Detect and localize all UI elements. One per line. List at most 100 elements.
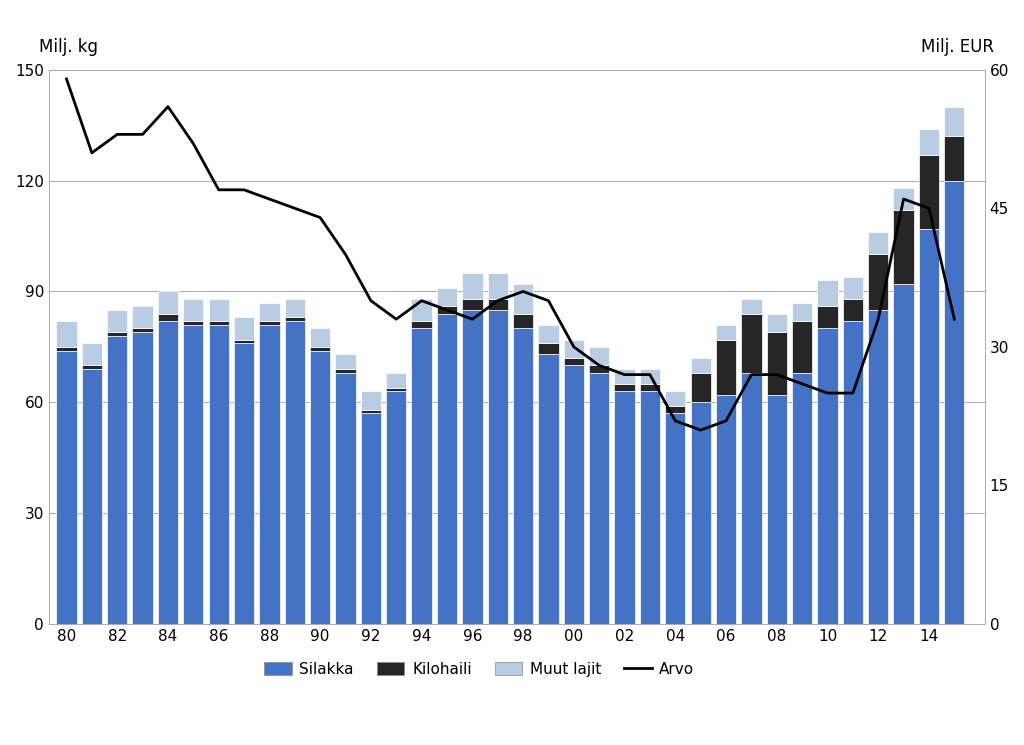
Bar — [690, 372, 711, 402]
Bar — [209, 299, 228, 321]
Bar — [589, 365, 609, 372]
Bar — [944, 136, 965, 180]
Bar — [285, 299, 305, 317]
Bar — [82, 343, 102, 365]
Bar — [539, 325, 559, 343]
Bar — [82, 365, 102, 369]
Bar — [412, 299, 432, 321]
Bar — [741, 372, 762, 624]
Bar — [817, 329, 838, 624]
Bar — [437, 306, 457, 314]
Bar — [589, 347, 609, 365]
Bar — [640, 369, 660, 384]
Bar — [513, 284, 534, 314]
Bar — [614, 384, 635, 391]
Bar — [56, 351, 77, 624]
Bar — [894, 210, 913, 284]
Bar — [336, 372, 355, 624]
Bar — [589, 372, 609, 624]
Bar — [563, 340, 584, 358]
Bar — [792, 321, 812, 372]
Bar — [437, 314, 457, 624]
Bar — [437, 288, 457, 306]
Bar — [894, 188, 913, 210]
Bar — [386, 372, 407, 387]
Bar — [666, 391, 685, 406]
Bar — [412, 329, 432, 624]
Bar — [233, 340, 254, 343]
Bar — [462, 299, 482, 310]
Bar — [108, 332, 127, 336]
Bar — [310, 351, 331, 624]
Bar — [259, 325, 280, 624]
Bar — [767, 332, 786, 395]
Bar — [336, 355, 355, 369]
Bar — [640, 384, 660, 391]
Bar — [108, 336, 127, 624]
Bar — [944, 107, 965, 136]
Bar — [56, 347, 77, 351]
Bar — [513, 329, 534, 624]
Bar — [132, 332, 153, 624]
Bar — [132, 329, 153, 332]
Bar — [386, 391, 407, 624]
Bar — [539, 343, 559, 355]
Bar — [183, 299, 204, 321]
Bar — [233, 317, 254, 340]
Bar — [792, 302, 812, 321]
Bar — [614, 369, 635, 384]
Bar — [894, 284, 913, 624]
Bar — [741, 314, 762, 372]
Bar — [767, 395, 786, 624]
Bar — [360, 391, 381, 410]
Bar — [310, 329, 331, 347]
Bar — [767, 314, 786, 332]
Bar — [792, 372, 812, 624]
Bar — [412, 321, 432, 329]
Bar — [285, 321, 305, 624]
Bar — [183, 321, 204, 325]
Legend: Silakka, Kilohaili, Muut lajit, Arvo: Silakka, Kilohaili, Muut lajit, Arvo — [258, 656, 700, 683]
Bar — [666, 413, 685, 624]
Bar — [259, 321, 280, 325]
Bar — [158, 321, 178, 624]
Bar — [360, 413, 381, 624]
Text: Milj. kg: Milj. kg — [39, 38, 98, 56]
Bar — [233, 343, 254, 624]
Bar — [487, 273, 508, 299]
Bar — [716, 325, 736, 340]
Bar — [690, 402, 711, 624]
Text: Milj. EUR: Milj. EUR — [922, 38, 994, 56]
Bar — [868, 232, 889, 255]
Bar — [513, 314, 534, 329]
Bar — [386, 387, 407, 391]
Bar — [336, 369, 355, 372]
Bar — [259, 302, 280, 321]
Bar — [843, 299, 863, 321]
Bar — [741, 299, 762, 314]
Bar — [817, 280, 838, 306]
Bar — [843, 276, 863, 299]
Bar — [563, 365, 584, 624]
Bar — [640, 391, 660, 624]
Bar — [82, 369, 102, 624]
Bar — [132, 306, 153, 329]
Bar — [462, 273, 482, 299]
Bar — [56, 321, 77, 347]
Bar — [360, 410, 381, 413]
Bar — [209, 325, 228, 624]
Bar — [690, 358, 711, 372]
Bar — [868, 255, 889, 310]
Bar — [487, 310, 508, 624]
Bar — [158, 314, 178, 321]
Bar — [563, 358, 584, 365]
Bar — [108, 310, 127, 332]
Bar — [919, 155, 939, 229]
Bar — [666, 406, 685, 413]
Bar — [285, 317, 305, 321]
Bar — [843, 321, 863, 624]
Bar — [183, 325, 204, 624]
Bar — [487, 299, 508, 310]
Bar — [209, 321, 228, 325]
Bar — [310, 347, 331, 351]
